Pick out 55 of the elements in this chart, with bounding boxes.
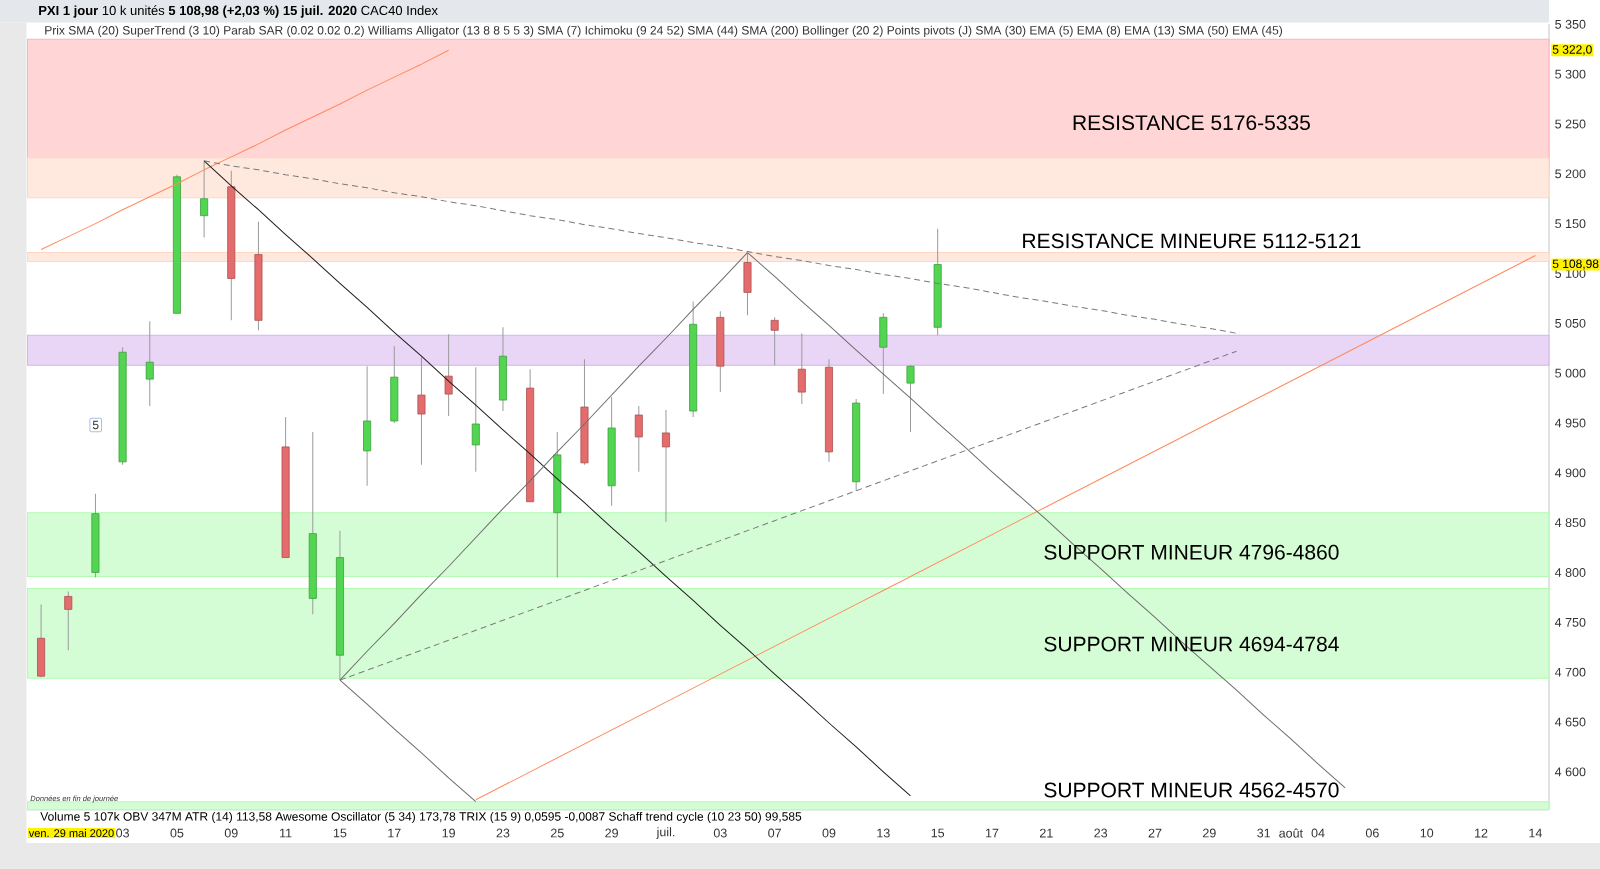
x-tick-label: 29 [1203, 828, 1216, 838]
text: 5 322,0 [1552, 45, 1592, 56]
text: ven. 29 mai 2020 [28, 828, 114, 838]
chart-title: PXI 1 jour 10 k unités 5 108,98 (+2,03 %) 15 juil. 2020 CAC40 Index [39, 5, 438, 18]
y-tick-label: 4 650 [1554, 717, 1586, 727]
x-tick-label: 31 [1257, 828, 1271, 838]
x-tick-label: 23 [496, 828, 510, 838]
text: 5 108,98 [1552, 259, 1599, 270]
x-tick-label: 03 [713, 828, 727, 838]
band-label: SUPPORT MINEUR 4694-4784 [1044, 636, 1339, 652]
y-tick-label: 4 950 [1554, 418, 1586, 428]
x-tick-label: août [1279, 828, 1303, 838]
x-tick-label: 17 [986, 828, 999, 838]
band-label: RESISTANCE MINEURE 5112-5121 [1023, 233, 1361, 249]
y-tick-label: 5 150 [1555, 219, 1586, 229]
x-tick-label: 17 [388, 828, 401, 838]
x-tick-label: 10 [1420, 828, 1434, 838]
band-label: RESISTANCE 5176-5335 [1073, 115, 1310, 131]
x-tick-label: 21 [1040, 828, 1053, 838]
y-tick-label: 5 350 [1555, 19, 1586, 29]
y-tick-label: 4 900 [1554, 468, 1586, 478]
x-tick-label: 19 [442, 828, 455, 838]
x-tick-label: 13 [877, 828, 890, 838]
annotation: Prix SMA (20) SuperTrend (3 10) Parab SAR (0.02 0.02 0.2) Williams Alligator (13 8 8 5 5 3) SMA (7) Ichimoku (9 24 52) SMA (44) SMA (200) Bollinger (20 2) Points pivots (J) SMA (30) EMA (5) EMA (8) EMA (13) SMA (50) EMA (45) [45, 25, 1283, 37]
annotation: 5 [92, 420, 99, 430]
text: Volume 5 107k OBV 347M ATR (14) 113,58 Awesome Oscillator (5 34) 173,78 TRIX (15 9) 0,0595 -0,0087 Schaff trend cycle (10 23 50) 99,585 [40, 811, 802, 824]
y-tick-label: 5 250 [1555, 119, 1586, 129]
x-tick-label: 05 [170, 828, 184, 838]
y-tick-label: 5 300 [1555, 69, 1586, 79]
x-tick-label: 14 [1529, 828, 1542, 838]
x-tick-label: 07 [768, 828, 781, 838]
y-tick-label: 5 050 [1555, 318, 1586, 328]
y-tick-label: 4 800 [1554, 568, 1586, 577]
x-tick-label: 15 [931, 828, 945, 838]
y-tick-label: 4 700 [1554, 667, 1586, 677]
y-tick-label: 4 850 [1554, 518, 1586, 528]
x-tick-label: 29 [605, 828, 618, 838]
x-tick-label: 06 [1365, 828, 1379, 838]
x-tick-label: 11 [280, 828, 292, 838]
y-tick-label: 4 750 [1554, 617, 1586, 627]
x-tick-label: 04 [1311, 828, 1325, 838]
x-tick-label: 09 [822, 828, 836, 838]
x-tick-label: 15 [333, 828, 347, 838]
y-tick-label: 5 000 [1555, 368, 1586, 378]
x-tick-label: 23 [1094, 828, 1108, 838]
x-tick-label: juil. [656, 827, 675, 839]
x-tick-label: 12 [1475, 828, 1488, 838]
y-tick-label: 5 200 [1555, 169, 1586, 179]
x-tick-label: 03 [116, 828, 129, 838]
y-tick-label: 4 600 [1554, 767, 1586, 777]
band-label: SUPPORT MINEUR 4796-4860 [1044, 544, 1339, 560]
band-label: SUPPORT MINEUR 4562-4570 [1044, 782, 1339, 798]
x-tick-label: 09 [224, 828, 238, 838]
x-tick-label: 27 [1148, 828, 1162, 838]
x-tick-label: 25 [550, 828, 564, 838]
